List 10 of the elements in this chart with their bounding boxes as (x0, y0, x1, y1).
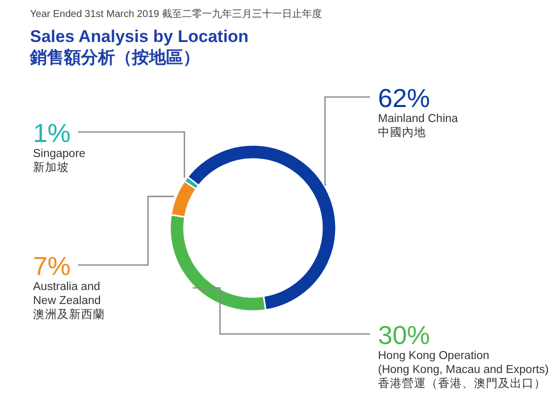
chart-subtitle: Year Ended 31st March 2019 截至二零一九年三月三十一日止年度 (30, 8, 322, 20)
data-label: 1% (33, 118, 71, 148)
data-label: 7% (33, 251, 71, 281)
slice-label: Hong Kong Operation (Hong Kong, Macau and Exports) 香港營運（香港、澳門及出口） (378, 350, 549, 390)
data-label: 62% (378, 83, 430, 113)
slice-label: Mainland China 中國內地 (378, 113, 459, 139)
slice-label: Australia and New Zealand 澳洲及新西蘭 (33, 281, 105, 321)
data-label: 30% (378, 320, 430, 350)
slice-label: Singapore 新加坡 (33, 148, 86, 174)
chart-title: Sales Analysis by Location 銷售額分析（按地區） (29, 27, 249, 67)
